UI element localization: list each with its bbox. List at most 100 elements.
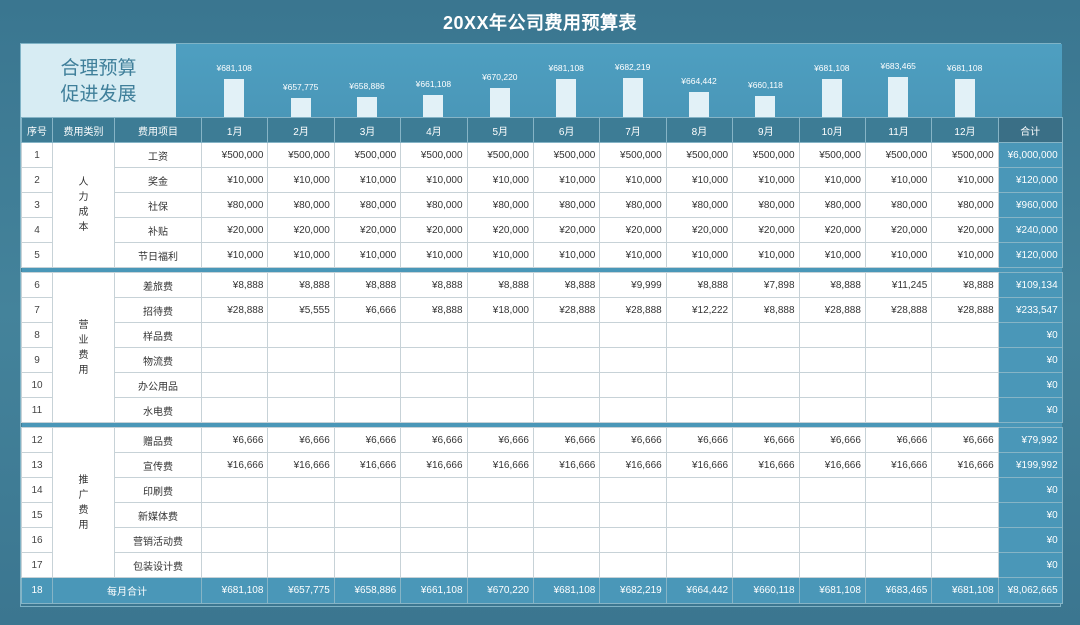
month-value-cell[interactable]: ¥500,000 xyxy=(599,142,667,168)
month-value-cell[interactable] xyxy=(532,477,601,503)
month-value-cell[interactable]: ¥6,666 xyxy=(267,427,335,453)
month-value-cell[interactable] xyxy=(599,322,667,348)
month-value-cell[interactable]: ¥10,000 xyxy=(400,242,468,268)
month-value-cell[interactable]: ¥12,222 xyxy=(665,297,734,323)
month-value-cell[interactable]: ¥500,000 xyxy=(267,142,335,168)
month-value-cell[interactable]: ¥16,666 xyxy=(798,452,866,478)
month-value-cell[interactable]: ¥10,000 xyxy=(931,242,999,268)
month-value-cell[interactable] xyxy=(267,322,335,348)
month-value-cell[interactable] xyxy=(333,322,402,348)
month-value-cell[interactable] xyxy=(599,397,667,423)
expense-item[interactable]: 办公用品 xyxy=(114,372,202,398)
month-value-cell[interactable]: ¥500,000 xyxy=(532,142,601,168)
month-value-cell[interactable]: ¥28,888 xyxy=(931,297,999,323)
month-value-cell[interactable] xyxy=(864,527,933,553)
month-value-cell[interactable]: ¥500,000 xyxy=(400,142,468,168)
month-value-cell[interactable]: ¥16,666 xyxy=(466,452,534,478)
month-value-cell[interactable]: ¥80,000 xyxy=(267,192,335,218)
expense-item[interactable]: 差旅费 xyxy=(114,272,202,298)
month-value-cell[interactable]: ¥10,000 xyxy=(864,242,933,268)
month-value-cell[interactable]: ¥500,000 xyxy=(931,142,999,168)
month-value-cell[interactable]: ¥20,000 xyxy=(798,217,866,243)
month-value-cell[interactable]: ¥28,888 xyxy=(200,297,269,323)
month-value-cell[interactable] xyxy=(333,347,402,373)
month-value-cell[interactable] xyxy=(864,477,933,503)
month-value-cell[interactable] xyxy=(665,322,734,348)
month-value-cell[interactable]: ¥20,000 xyxy=(732,217,800,243)
month-value-cell[interactable]: ¥500,000 xyxy=(466,142,534,168)
month-value-cell[interactable] xyxy=(400,372,468,398)
month-value-cell[interactable] xyxy=(864,372,933,398)
month-value-cell[interactable] xyxy=(400,552,468,578)
month-value-cell[interactable]: ¥16,666 xyxy=(532,452,601,478)
month-value-cell[interactable] xyxy=(732,527,800,553)
month-value-cell[interactable] xyxy=(466,552,534,578)
month-value-cell[interactable]: ¥20,000 xyxy=(400,217,468,243)
expense-item[interactable]: 包装设计费 xyxy=(114,552,202,578)
month-value-cell[interactable]: ¥20,000 xyxy=(599,217,667,243)
month-value-cell[interactable] xyxy=(200,477,269,503)
expense-item[interactable]: 营销活动费 xyxy=(114,527,202,553)
month-value-cell[interactable] xyxy=(599,527,667,553)
month-value-cell[interactable]: ¥10,000 xyxy=(532,167,601,193)
expense-item[interactable]: 物流费 xyxy=(114,347,202,373)
month-value-cell[interactable]: ¥80,000 xyxy=(665,192,734,218)
month-value-cell[interactable]: ¥6,666 xyxy=(798,427,866,453)
month-value-cell[interactable]: ¥10,000 xyxy=(798,167,866,193)
month-value-cell[interactable]: ¥8,888 xyxy=(267,272,335,298)
month-value-cell[interactable]: ¥500,000 xyxy=(864,142,933,168)
month-value-cell[interactable] xyxy=(532,372,601,398)
month-value-cell[interactable]: ¥20,000 xyxy=(665,217,734,243)
month-value-cell[interactable] xyxy=(267,372,335,398)
month-value-cell[interactable]: ¥28,888 xyxy=(599,297,667,323)
month-value-cell[interactable]: ¥10,000 xyxy=(267,167,335,193)
expense-item[interactable]: 水电费 xyxy=(114,397,202,423)
month-value-cell[interactable] xyxy=(864,322,933,348)
month-value-cell[interactable] xyxy=(333,477,402,503)
month-value-cell[interactable]: ¥500,000 xyxy=(665,142,734,168)
month-value-cell[interactable]: ¥10,000 xyxy=(732,167,800,193)
month-value-cell[interactable]: ¥20,000 xyxy=(267,217,335,243)
month-value-cell[interactable]: ¥10,000 xyxy=(798,242,866,268)
month-value-cell[interactable]: ¥10,000 xyxy=(599,167,667,193)
month-value-cell[interactable] xyxy=(798,477,866,503)
month-value-cell[interactable]: ¥8,888 xyxy=(798,272,866,298)
month-value-cell[interactable] xyxy=(665,372,734,398)
month-value-cell[interactable] xyxy=(599,347,667,373)
month-value-cell[interactable]: ¥10,000 xyxy=(665,242,734,268)
month-value-cell[interactable]: ¥28,888 xyxy=(864,297,933,323)
month-value-cell[interactable]: ¥6,666 xyxy=(599,427,667,453)
month-value-cell[interactable]: ¥10,000 xyxy=(864,167,933,193)
month-value-cell[interactable] xyxy=(665,552,734,578)
month-value-cell[interactable]: ¥6,666 xyxy=(864,427,933,453)
month-value-cell[interactable] xyxy=(200,322,269,348)
month-value-cell[interactable] xyxy=(931,322,999,348)
expense-item[interactable]: 赠品费 xyxy=(114,427,202,453)
expense-item[interactable]: 节日福利 xyxy=(114,242,202,268)
month-value-cell[interactable] xyxy=(931,477,999,503)
month-value-cell[interactable] xyxy=(400,322,468,348)
month-value-cell[interactable]: ¥6,666 xyxy=(931,427,999,453)
month-value-cell[interactable]: ¥10,000 xyxy=(732,242,800,268)
month-value-cell[interactable]: ¥20,000 xyxy=(200,217,269,243)
month-value-cell[interactable] xyxy=(864,397,933,423)
month-value-cell[interactable]: ¥8,888 xyxy=(665,272,734,298)
expense-item[interactable]: 社保 xyxy=(114,192,202,218)
month-value-cell[interactable] xyxy=(732,477,800,503)
month-value-cell[interactable] xyxy=(665,397,734,423)
month-value-cell[interactable]: ¥8,888 xyxy=(400,297,468,323)
month-value-cell[interactable]: ¥80,000 xyxy=(931,192,999,218)
month-value-cell[interactable]: ¥80,000 xyxy=(400,192,468,218)
month-value-cell[interactable] xyxy=(732,347,800,373)
month-value-cell[interactable]: ¥500,000 xyxy=(333,142,402,168)
month-value-cell[interactable] xyxy=(333,552,402,578)
expense-item[interactable]: 招待费 xyxy=(114,297,202,323)
expense-item[interactable]: 奖金 xyxy=(114,167,202,193)
month-value-cell[interactable]: ¥8,888 xyxy=(200,272,269,298)
month-value-cell[interactable]: ¥6,666 xyxy=(200,427,269,453)
month-value-cell[interactable]: ¥20,000 xyxy=(864,217,933,243)
month-value-cell[interactable]: ¥10,000 xyxy=(333,242,402,268)
expense-item[interactable]: 样品费 xyxy=(114,322,202,348)
month-value-cell[interactable] xyxy=(466,347,534,373)
month-value-cell[interactable] xyxy=(200,372,269,398)
